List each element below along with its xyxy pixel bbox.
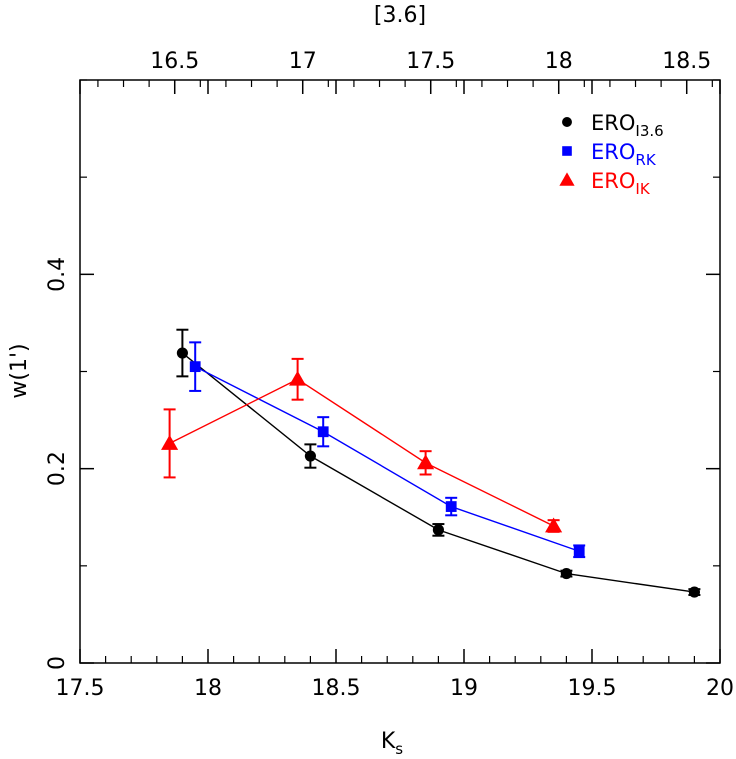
- data-point: [304, 450, 316, 462]
- x-tick-label: 17.5: [56, 676, 105, 701]
- top-axis-label: [3.6]: [374, 3, 426, 28]
- data-point: [445, 501, 457, 512]
- top-tick-label: 16.5: [150, 49, 199, 74]
- y-tick-label: 0: [45, 656, 70, 670]
- legend-entry-name: ERO: [591, 111, 635, 135]
- legend-entry: EROI3.6: [591, 111, 664, 140]
- data-point: [560, 568, 572, 580]
- data-point: [432, 524, 444, 536]
- series-line: [169, 378, 554, 527]
- y-tick-label: 0.4: [45, 257, 70, 292]
- data-point: [562, 146, 572, 156]
- series-line: [194, 366, 580, 552]
- y-axis-label: w(1'): [7, 343, 32, 398]
- plot-frame: [79, 79, 721, 664]
- series-line: [181, 352, 695, 593]
- x-axis-label-sub: s: [395, 740, 403, 758]
- data-point: [559, 172, 575, 186]
- data-point: [417, 454, 435, 470]
- legend-entry: EROIK: [591, 169, 651, 198]
- series-triangle: [161, 357, 563, 533]
- data-point: [289, 370, 307, 386]
- top-tick-label: 18.5: [662, 49, 711, 74]
- data-point: [562, 117, 572, 127]
- legend-entry-name: ERO: [591, 169, 635, 193]
- legend-entry: ERORK: [591, 140, 657, 169]
- x-axis-label-main: K: [381, 729, 396, 754]
- legend-entry-subscript: IK: [635, 180, 650, 198]
- y-tick-label: 0.2: [45, 451, 70, 486]
- data-point: [688, 586, 700, 598]
- series-circle: [176, 328, 701, 598]
- top-tick-label: 17: [289, 49, 317, 74]
- x-axis-label: Ks: [381, 729, 403, 758]
- series-square: [189, 341, 586, 559]
- top-tick-label: 18: [545, 49, 573, 74]
- axes: 17.5 18 18.5 19 19.5 20 16.5 17 17.5 18 18.5 0 0.2 0.…: [45, 49, 734, 701]
- legend-entry-subscript: I3.6: [635, 122, 663, 140]
- data-point: [161, 434, 179, 450]
- x-tick-label: 20: [706, 676, 734, 701]
- data-point: [545, 517, 563, 533]
- x-tick-label: 18: [194, 676, 222, 701]
- data-point: [189, 361, 201, 373]
- x-tick-label: 18.5: [312, 676, 361, 701]
- legend-entry-name: ERO: [591, 140, 635, 164]
- legend-entry-subscript: RK: [635, 151, 656, 169]
- data-point: [573, 545, 585, 557]
- series-layer: [161, 328, 701, 598]
- x-tick-label: 19.5: [568, 676, 617, 701]
- x-tick-label: 19: [450, 676, 478, 701]
- top-tick-label: 17.5: [406, 49, 455, 74]
- data-point: [317, 426, 329, 438]
- data-point: [176, 347, 188, 359]
